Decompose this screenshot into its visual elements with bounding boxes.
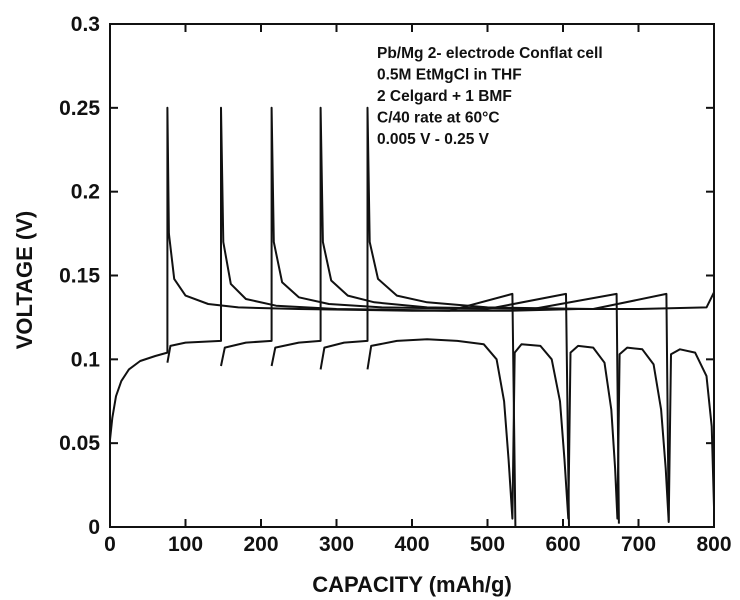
curves-layer — [109, 106, 715, 528]
x-tick-label: 400 — [394, 533, 429, 556]
y-tick-label: 0.3 — [71, 13, 100, 36]
x-tick-label: 600 — [545, 533, 580, 556]
series-line-1 — [109, 106, 715, 440]
annotation-line-2: 0.5M EtMgCl in THF — [377, 67, 522, 84]
y-tick-label: 0 — [88, 516, 100, 539]
annotation-line-4: C/40 rate at 60°C — [377, 110, 500, 127]
annotation-line-1: Pb/Mg 2- electrode Conflat cell — [377, 45, 603, 62]
x-tick-label: 300 — [319, 533, 354, 556]
x-tick-label: 200 — [243, 533, 278, 556]
series-line-5 — [319, 106, 670, 521]
y-tick-label: 0.2 — [71, 181, 100, 204]
series-line-6 — [366, 338, 715, 523]
y-tick-label: 0.15 — [59, 265, 100, 288]
x-axis-title: CAPACITY (mAh/g) — [312, 572, 512, 597]
x-tick-label: 700 — [621, 533, 656, 556]
series-line-2 — [166, 106, 517, 528]
x-tick-label: 100 — [168, 533, 203, 556]
annotation-line-3: 2 Celgard + 1 BMF — [377, 88, 512, 105]
y-tick-label: 0.25 — [59, 97, 100, 120]
y-axis-title: VOLTAGE (V) — [12, 211, 37, 350]
x-tick-label: 0 — [104, 533, 116, 556]
axes-layer: 0 100 200 300 400 500 600 700 800 0 0.05 0.1 0.15 0.2… — [59, 13, 731, 556]
y-tick-label: 0.1 — [71, 348, 101, 371]
y-tick-label: 0.05 — [59, 432, 100, 455]
annotation-line-5: 0.005 V - 0.25 V — [377, 131, 490, 148]
x-tick-label: 500 — [470, 533, 505, 556]
x-tick-label: 800 — [696, 533, 731, 556]
annotation-box: Pb/Mg 2- electrode Conflat cell 0.5M EtMg… — [377, 45, 603, 148]
